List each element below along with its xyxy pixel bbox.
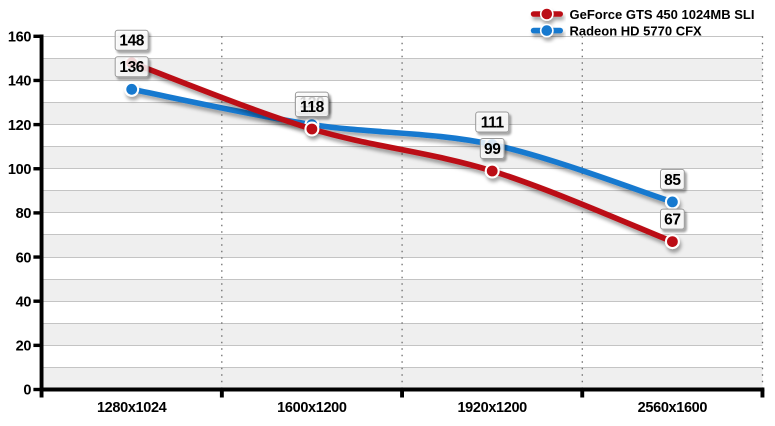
svg-text:111: 111 <box>481 114 505 131</box>
svg-text:67: 67 <box>664 212 680 229</box>
svg-text:2560x1600: 2560x1600 <box>638 400 708 416</box>
svg-text:40: 40 <box>16 294 32 310</box>
svg-text:100: 100 <box>8 162 32 178</box>
svg-text:136: 136 <box>119 59 144 76</box>
svg-text:1920x1200: 1920x1200 <box>457 400 527 416</box>
svg-text:118: 118 <box>300 99 325 116</box>
svg-text:Radeon HD 5770 CFX: Radeon HD 5770 CFX <box>570 23 703 38</box>
svg-text:99: 99 <box>484 141 501 158</box>
svg-text:1280x1024: 1280x1024 <box>97 400 167 416</box>
svg-text:GeForce GTS 450 1024MB SLI: GeForce GTS 450 1024MB SLI <box>570 7 755 22</box>
svg-text:20: 20 <box>16 339 32 355</box>
svg-text:80: 80 <box>16 206 32 222</box>
svg-text:0: 0 <box>23 383 31 399</box>
svg-text:60: 60 <box>16 250 32 266</box>
svg-text:1600x1200: 1600x1200 <box>277 400 347 416</box>
svg-text:120: 120 <box>8 118 32 134</box>
svg-text:85: 85 <box>664 172 681 189</box>
svg-text:160: 160 <box>8 30 32 46</box>
svg-text:148: 148 <box>119 33 144 50</box>
svg-text:140: 140 <box>8 74 32 90</box>
